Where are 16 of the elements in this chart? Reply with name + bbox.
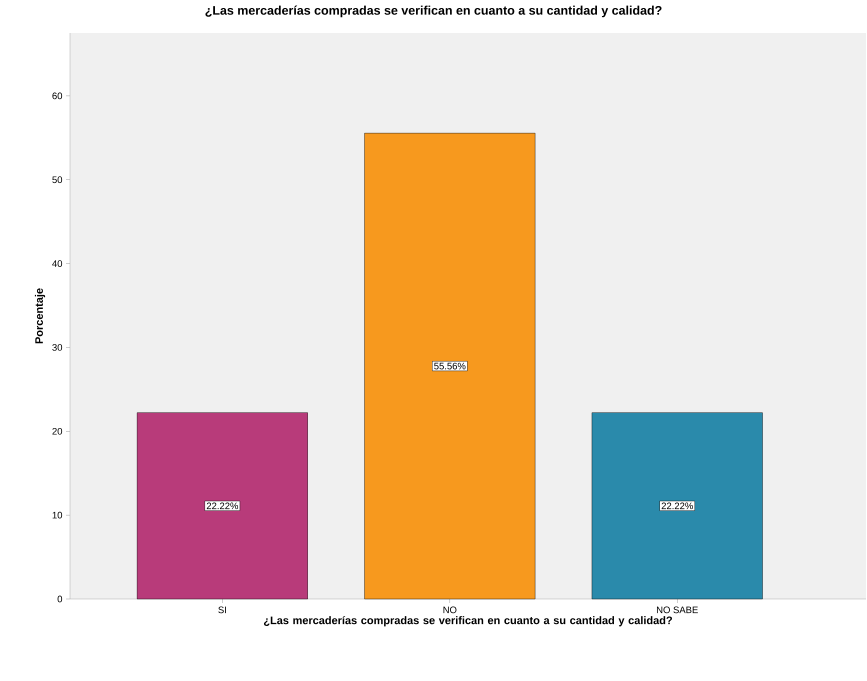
y-tick-label: 30 bbox=[52, 344, 62, 351]
x-tick-label: SI bbox=[218, 606, 226, 614]
y-tick-label: 60 bbox=[52, 92, 62, 100]
data-label: 55.56% bbox=[434, 362, 466, 370]
y-tick-label: 40 bbox=[52, 260, 62, 267]
chart-title: ¿Las mercaderías compradas se verifican en cuanto a su cantidad y calidad? bbox=[205, 6, 662, 18]
x-tick-label: NO SABE bbox=[656, 606, 698, 614]
data-label: 22.22% bbox=[662, 502, 693, 510]
y-tick-label: 0 bbox=[58, 596, 62, 602]
y-axis-title: Porcentaje bbox=[34, 288, 46, 344]
y-tick-label: 10 bbox=[52, 512, 62, 518]
x-tick-label: NO bbox=[443, 606, 456, 614]
y-tick-label: 50 bbox=[52, 176, 62, 184]
x-axis-title: ¿Las mercaderías compradas se verifican en cuanto a su cantidad y calidad? bbox=[264, 616, 672, 626]
y-tick-label: 20 bbox=[52, 428, 62, 435]
data-label: 22.22% bbox=[206, 502, 238, 510]
